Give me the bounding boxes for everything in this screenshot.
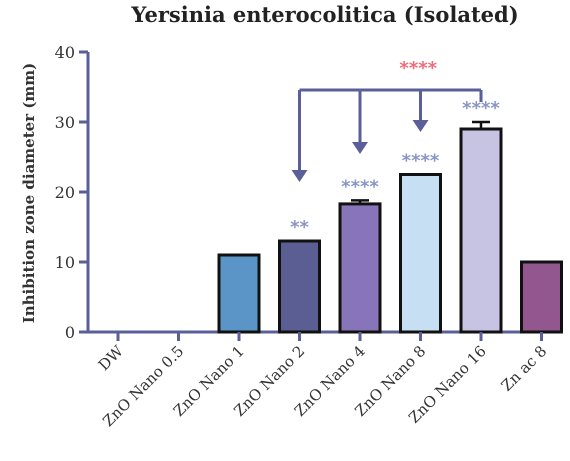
y-tick-label: 10 bbox=[55, 253, 75, 272]
y-axis-label: Inhibition zone diameter (mm) bbox=[20, 63, 38, 324]
bar bbox=[399, 173, 442, 334]
comparison-bracket: **** bbox=[291, 58, 483, 182]
significance-label: **** bbox=[462, 98, 500, 119]
comparison-arrow-head bbox=[352, 142, 368, 154]
x-tick-label: DW bbox=[95, 342, 128, 375]
bars bbox=[217, 120, 563, 334]
x-tick-label: Zn ac 8 bbox=[498, 342, 551, 395]
chart-title: Yersinia enterocolitica (Isolated) bbox=[130, 2, 518, 27]
comparison-arrow-head bbox=[291, 170, 308, 182]
y-tick-label: 0 bbox=[65, 323, 75, 342]
bar bbox=[278, 239, 321, 334]
bar bbox=[217, 253, 261, 334]
significance-labels: ************** bbox=[290, 98, 500, 238]
y-tick-labels: 0 10 20 30 40 bbox=[55, 43, 88, 342]
y-tick-label: 30 bbox=[55, 113, 75, 132]
y-tick-label: 20 bbox=[55, 183, 75, 202]
bar bbox=[338, 202, 382, 334]
comparison-label: **** bbox=[399, 58, 437, 79]
y-tick-label: 40 bbox=[55, 43, 75, 62]
significance-label: ** bbox=[290, 217, 309, 238]
bar bbox=[459, 127, 503, 334]
bar bbox=[520, 260, 563, 334]
comparison-arrow-head bbox=[412, 120, 429, 132]
significance-label: **** bbox=[402, 151, 440, 172]
significance-label: **** bbox=[341, 176, 379, 197]
